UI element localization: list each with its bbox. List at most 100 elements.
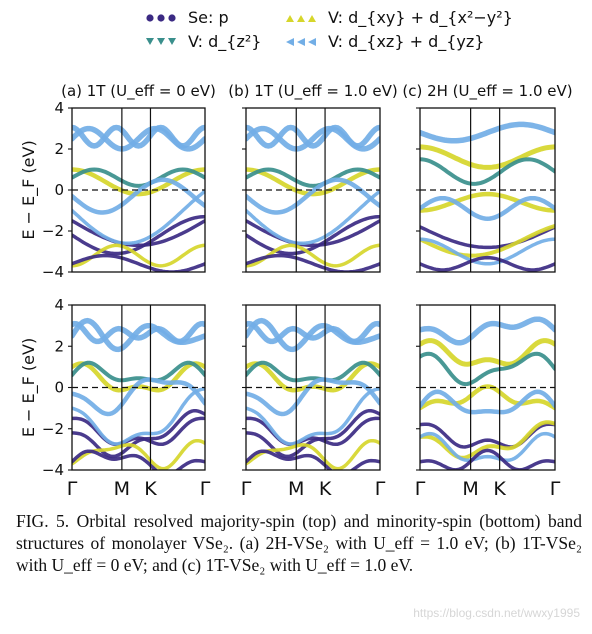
band-line xyxy=(72,253,205,272)
legend-label: V: d_{z²} xyxy=(188,32,261,52)
panel-title: (a) 1T (U_eff = 0 eV) xyxy=(61,82,216,101)
x-tick-label: M xyxy=(114,478,130,500)
band-panel: 4 2 0 −2 −4 E − E_F (eV) (a) 1T (U_eff = 0 eV) xyxy=(19,82,216,281)
band-line xyxy=(72,317,205,353)
band-line xyxy=(72,386,205,446)
legend-marker xyxy=(286,15,294,22)
band-curves xyxy=(246,317,380,470)
band-line xyxy=(420,384,555,411)
legend-entry: V: d_{z²} xyxy=(146,32,261,52)
band-panel: (b) 1T (U_eff = 1.0 eV) xyxy=(228,82,398,273)
panel-title: (b) 1T (U_eff = 1.0 eV) xyxy=(228,82,397,101)
band-line xyxy=(420,157,555,186)
band-line xyxy=(420,448,555,470)
legend-marker xyxy=(286,38,294,46)
legend-marker xyxy=(146,14,154,22)
band-line xyxy=(72,377,205,417)
y-tick-label: −4 xyxy=(42,263,64,281)
legend-marker xyxy=(168,14,176,22)
band-line xyxy=(420,431,555,463)
band-line xyxy=(246,253,380,272)
x-tick-label: Γ xyxy=(67,478,78,500)
band-curves xyxy=(246,124,380,272)
band-line xyxy=(420,144,555,170)
band-line xyxy=(246,219,380,248)
x-tick-label: Γ xyxy=(241,478,252,500)
band-curves xyxy=(420,316,555,470)
x-tick-label: Γ xyxy=(415,478,426,500)
x-tick-label: Γ xyxy=(200,478,211,500)
legend-marker xyxy=(308,15,316,22)
band-line xyxy=(246,361,380,393)
x-tick-label: M xyxy=(462,478,478,500)
band-line xyxy=(246,214,380,256)
legend-entry: Se: p xyxy=(146,8,229,27)
band-panel: (c) 2H (U_eff = 1.0 eV) xyxy=(402,82,573,273)
band-line xyxy=(420,316,555,346)
y-tick-label: 2 xyxy=(54,140,64,158)
y-tick-label: 0 xyxy=(54,181,64,199)
band-line xyxy=(72,125,205,152)
legend-marker xyxy=(168,38,176,45)
band-line xyxy=(420,351,555,387)
band-line xyxy=(246,317,380,353)
band-line xyxy=(246,177,380,215)
band-line xyxy=(72,361,205,393)
band-line xyxy=(246,189,380,246)
legend-marker xyxy=(297,15,305,22)
legend-entry: V: d_{xy} + d_{x²−y²} xyxy=(286,8,513,28)
band-curves xyxy=(72,124,205,272)
legend-label: V: d_{xy} + d_{x²−y²} xyxy=(328,8,513,28)
x-tick-label: K xyxy=(144,478,157,500)
band-line xyxy=(420,237,555,266)
x-tick-label: K xyxy=(493,478,506,500)
band-line xyxy=(72,416,205,447)
band-line xyxy=(246,360,380,383)
band-line xyxy=(420,389,555,415)
y-tick-label: −2 xyxy=(42,222,64,240)
x-tick-label: K xyxy=(319,478,332,500)
y-tick-label: 4 xyxy=(54,99,64,117)
legend-marker xyxy=(146,38,154,45)
band-line xyxy=(246,377,380,417)
legend-marker xyxy=(308,38,316,46)
band-curves xyxy=(72,317,205,470)
band-line xyxy=(72,408,205,459)
x-tick-label: Γ xyxy=(550,478,561,500)
legend-marker xyxy=(297,38,305,46)
band-line xyxy=(420,338,555,367)
band-line xyxy=(72,214,205,256)
y-axis-label: E − E_F (eV) xyxy=(19,338,39,437)
legend-entry: V: d_{xz} + d_{yz} xyxy=(286,32,484,52)
panel-title: (c) 2H (U_eff = 1.0 eV) xyxy=(402,82,572,101)
band-line xyxy=(246,416,380,447)
y-axis-label: E − E_F (eV) xyxy=(19,140,39,239)
band-line xyxy=(72,167,205,197)
band-line xyxy=(72,189,205,246)
figure-caption: FIG. 5. Orbital resolved majority-spin (… xyxy=(16,511,582,575)
band-line xyxy=(420,121,555,144)
x-tick-label: Γ xyxy=(375,478,386,500)
band-line xyxy=(246,449,380,470)
legend-label: V: d_{xz} + d_{yz} xyxy=(328,32,484,52)
band-line xyxy=(420,223,555,258)
band-line xyxy=(246,167,380,188)
y-tick-label: −4 xyxy=(42,461,64,479)
band-line xyxy=(72,360,205,383)
band-line xyxy=(420,255,555,272)
band-line xyxy=(246,167,380,197)
band-line xyxy=(420,225,555,250)
legend-marker xyxy=(157,38,165,45)
band-line xyxy=(72,167,205,188)
band-panel: 4 2 0 −2 −4 E − E_F (eV) Γ M K Γ xyxy=(19,296,211,500)
band-line xyxy=(420,420,555,460)
band-line xyxy=(420,195,555,221)
watermark: https://blog.csdn.net/wwxy1995 xyxy=(413,606,580,620)
band-line xyxy=(72,219,205,248)
panels: 4 2 0 −2 −4 E − E_F (eV) (a) 1T (U_eff = 0 eV)… xyxy=(19,82,573,500)
band-line xyxy=(246,125,380,152)
band-line xyxy=(72,449,205,470)
y-tick-label: 0 xyxy=(54,379,64,397)
